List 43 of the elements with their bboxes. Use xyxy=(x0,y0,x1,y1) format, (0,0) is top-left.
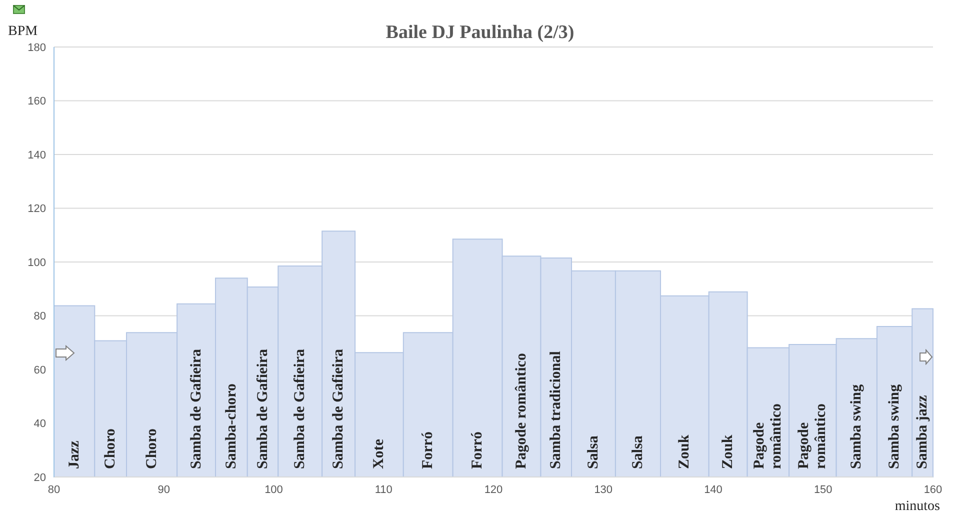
x-axis-title: minutos xyxy=(894,499,940,515)
y-tick-label: 160 xyxy=(28,96,46,108)
x-tick-label: 120 xyxy=(484,484,503,496)
category-label: Pagode romântico xyxy=(796,403,830,469)
x-tick-label: 150 xyxy=(814,484,832,496)
x-tick-label: 80 xyxy=(48,484,60,496)
chart-title: Baile DJ Paulinha (2/3) xyxy=(386,22,574,43)
x-tick-label: 160 xyxy=(924,484,942,496)
category-label: Samba de Gafieira xyxy=(292,349,308,469)
y-tick-label: 60 xyxy=(34,364,46,376)
category-label: Samba de Gafieira xyxy=(330,349,347,469)
category-label: Choro xyxy=(144,428,160,469)
category-label: Salsa xyxy=(585,436,602,469)
category-label: Samba tradicional xyxy=(548,351,564,469)
category-label: Forró xyxy=(470,432,486,469)
x-tick-label: 90 xyxy=(158,484,170,496)
category-label: Pagode romântico xyxy=(752,403,785,469)
category-label: Jazz xyxy=(66,440,82,469)
y-tick-label: 120 xyxy=(28,203,46,216)
x-tick-label: 140 xyxy=(704,484,722,496)
y-axis-title: BPM xyxy=(8,24,38,40)
x-tick-label: 110 xyxy=(374,484,392,496)
category-label: Samba-choro xyxy=(223,383,240,469)
y-tick-label: 140 xyxy=(28,149,46,162)
category-label: Forró xyxy=(420,432,436,469)
category-label: Zouk xyxy=(676,434,693,469)
y-tick-label: 100 xyxy=(28,256,46,269)
x-tick-label: 100 xyxy=(264,484,283,496)
category-label: Choro xyxy=(102,428,119,469)
y-tick-label: 20 xyxy=(34,472,46,484)
y-tick-label: 80 xyxy=(34,310,46,323)
category-label: Zouk xyxy=(720,434,736,469)
y-tick-label: 40 xyxy=(34,418,46,430)
category-label: Samba swing xyxy=(886,384,903,469)
y-tick-label: 180 xyxy=(28,42,46,54)
category-label: Samba de Gafieira xyxy=(188,349,204,469)
category-label: Xote xyxy=(371,439,388,469)
category-label: Pagode romântico xyxy=(514,353,530,469)
category-label: Samba de Gafieira xyxy=(254,349,271,469)
category-label: Salsa xyxy=(630,436,646,469)
category-label: Samba jazz xyxy=(914,395,931,469)
category-label: Samba swing xyxy=(848,384,865,469)
x-tick-label: 130 xyxy=(594,484,613,496)
